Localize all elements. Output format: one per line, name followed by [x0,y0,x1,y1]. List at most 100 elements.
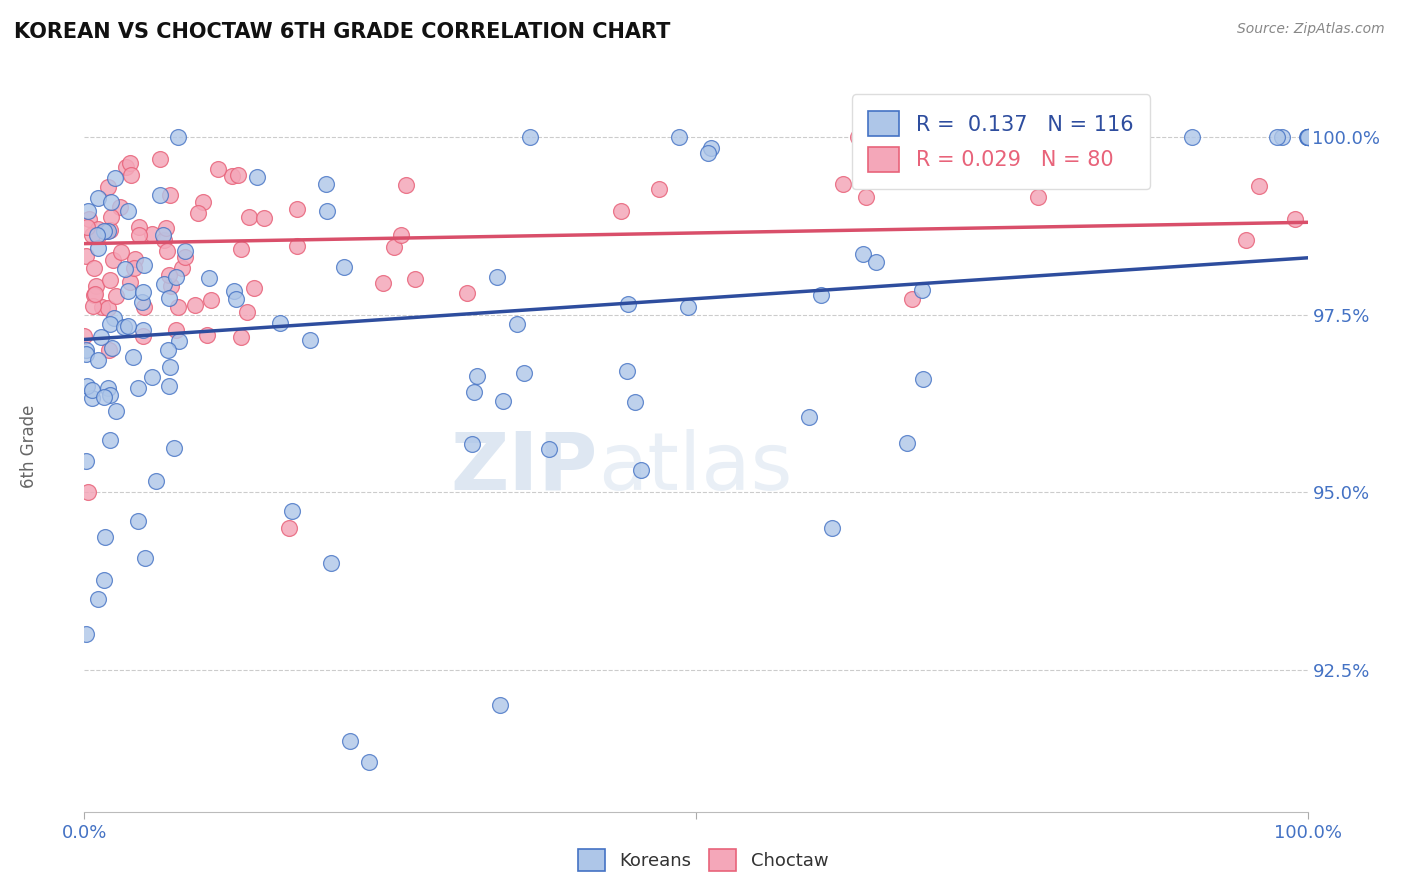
Point [339,733,361,747]
Point [519,130,541,145]
Point [1296,130,1319,145]
Point [238,210,260,224]
Point [228,168,250,182]
Point [152,233,174,247]
Point [141,227,163,241]
Point [141,370,163,384]
Point [865,254,887,268]
Point [269,316,291,330]
Point [100,210,122,224]
Point [174,251,197,265]
Point [87,352,110,367]
Point [75,343,97,357]
Point [506,317,529,331]
Point [253,211,276,226]
Point [200,293,222,308]
Point [404,272,426,286]
Point [91,300,114,314]
Point [93,530,115,544]
Point [108,200,131,214]
Point [1296,130,1319,145]
Point [128,220,150,235]
Point [118,275,141,289]
Point [221,169,243,183]
Point [80,384,103,398]
Text: KOREAN VS CHOCTAW 6TH GRADE CORRELATION CHART: KOREAN VS CHOCTAW 6TH GRADE CORRELATION … [14,22,671,42]
Point [112,320,135,334]
Point [357,755,380,769]
Point [1296,130,1319,145]
Point [319,556,342,570]
Point [1271,130,1294,145]
Point [103,311,125,326]
Point [676,300,699,314]
Point [166,323,188,337]
Point [76,203,98,218]
Point [87,241,110,255]
Point [492,394,515,409]
Point [159,188,181,202]
Point [465,368,488,383]
Point [83,287,105,301]
Point [198,270,221,285]
Point [696,145,718,160]
Legend: R =  0.137   N = 116, R = 0.029   N = 80: R = 0.137 N = 116, R = 0.029 N = 80 [852,95,1150,189]
Point [463,385,485,400]
Point [668,130,690,145]
Point [537,442,560,457]
Point [124,252,146,266]
Point [630,462,652,476]
Point [163,441,186,455]
Point [1296,130,1319,145]
Point [149,152,172,166]
Point [170,260,193,275]
Point [912,372,935,386]
Point [90,330,112,344]
Point [1028,190,1050,204]
Point [97,224,120,238]
Point [75,249,97,263]
Text: atlas: atlas [598,429,793,507]
Legend: Koreans, Choctaw: Koreans, Choctaw [571,842,835,879]
Point [896,436,918,450]
Point [117,204,139,219]
Point [225,292,247,306]
Point [100,341,122,355]
Point [76,378,98,392]
Point [87,191,110,205]
Point [159,360,181,375]
Point [87,221,110,235]
Point [73,329,96,343]
Point [799,410,821,425]
Point [1236,233,1258,247]
Point [166,300,188,314]
Point [86,228,108,243]
Point [80,391,103,405]
Point [1296,130,1319,145]
Point [207,162,229,177]
Point [173,244,195,258]
Text: Source: ZipAtlas.com: Source: ZipAtlas.com [1237,22,1385,37]
Point [1296,130,1319,145]
Point [846,130,869,145]
Point [156,343,179,358]
Point [382,240,405,254]
Point [616,364,638,378]
Point [98,317,121,331]
Point [315,204,337,219]
Point [77,485,100,500]
Point [191,194,214,209]
Point [97,381,120,395]
Point [648,182,671,196]
Point [145,474,167,488]
Text: ZIP: ZIP [451,429,598,507]
Point [371,276,394,290]
Point [184,298,207,312]
Point [1296,130,1319,145]
Point [80,227,103,242]
Point [1296,130,1319,145]
Point [617,297,640,311]
Point [117,319,139,334]
Point [1296,130,1319,145]
Point [277,521,299,535]
